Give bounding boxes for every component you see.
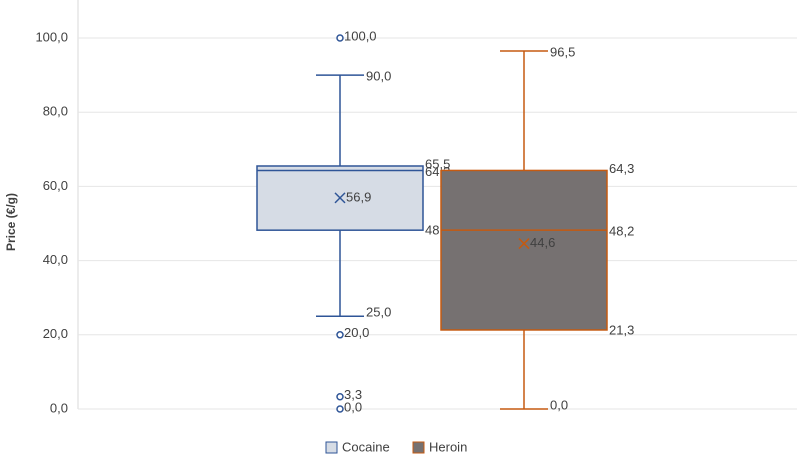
y-tick-label: 80,0 (43, 104, 68, 119)
legend-label: Heroin (429, 439, 467, 454)
mean-marker (334, 192, 346, 204)
data-label: 56,9 (346, 189, 371, 204)
legend-swatch (412, 441, 425, 454)
y-tick-label: 0,0 (50, 400, 68, 415)
whisker-low (316, 230, 364, 317)
data-label: 64,3 (609, 161, 634, 176)
data-label: 90,0 (366, 69, 391, 84)
outlier (336, 34, 344, 42)
data-label: 21,3 (609, 322, 634, 337)
legend-swatch (325, 441, 338, 454)
data-label: 48,2 (609, 224, 634, 239)
data-label: 100,0 (344, 28, 377, 43)
data-label: 20,0 (344, 325, 369, 340)
y-tick-label: 40,0 (43, 252, 68, 267)
y-tick-label: 20,0 (43, 326, 68, 341)
data-label: 0,0 (344, 399, 362, 414)
data-label: 25,0 (366, 305, 391, 320)
box (440, 169, 608, 331)
outlier (336, 331, 344, 339)
data-label: 65,5 (425, 156, 450, 171)
data-label: 44,6 (530, 235, 555, 250)
whisker-low (500, 329, 548, 410)
whisker-high (316, 74, 364, 166)
mean-marker (518, 238, 530, 250)
outlier (336, 393, 344, 401)
data-label: 0,0 (550, 397, 568, 412)
legend-label: Cocaine (342, 439, 390, 454)
y-tick-label: 60,0 (43, 178, 68, 193)
data-label: 96,5 (550, 44, 575, 59)
whisker-high (500, 50, 548, 171)
y-axis-title: Price (€/g) (4, 193, 18, 251)
y-tick-label: 100,0 (35, 29, 68, 44)
data-label: 3,3 (344, 387, 362, 402)
outlier (336, 405, 344, 413)
